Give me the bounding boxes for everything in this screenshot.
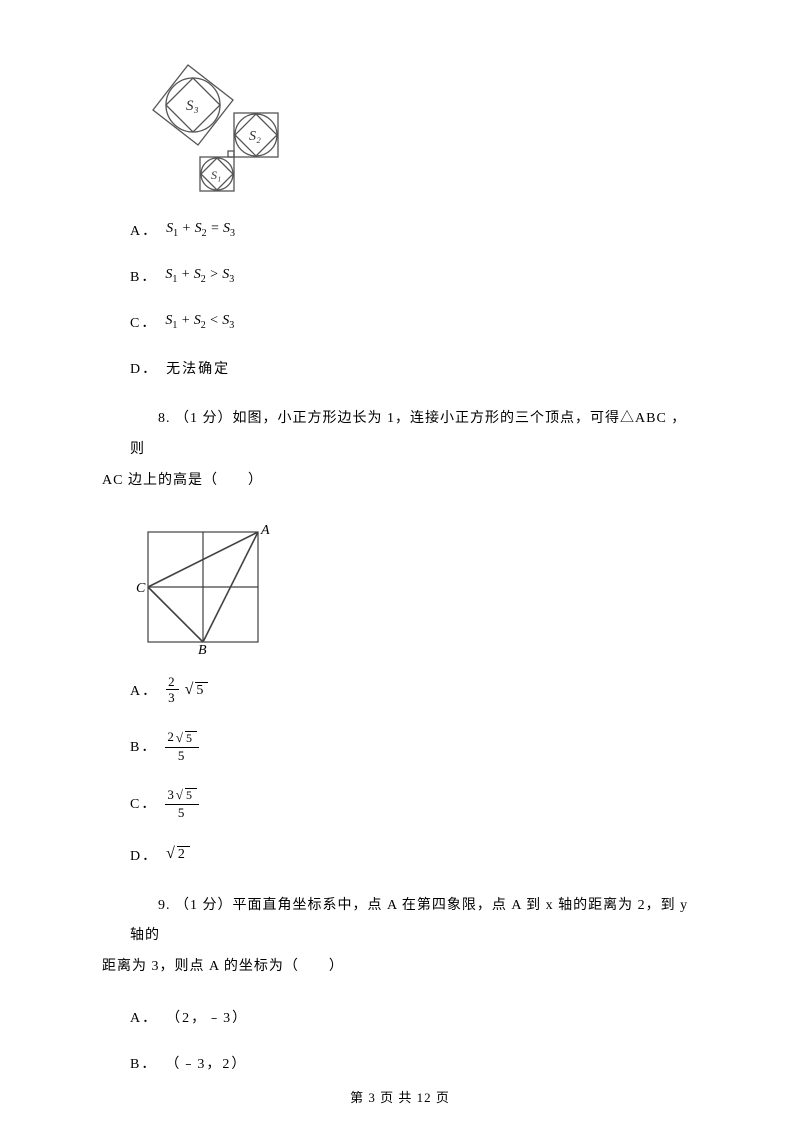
option-text: （﹣3，2） <box>165 1053 247 1073</box>
q9-option-a: A． （2，﹣3） <box>130 1007 700 1027</box>
q8-option-c: C． 3√5 5 <box>130 788 700 819</box>
option-label: C． <box>130 312 157 332</box>
page-content: S₃ S₂ S₁ A． S1 + S2 = S3 B． S1 + S2 > S3 <box>0 0 800 1139</box>
option-label: D． <box>130 845 158 865</box>
option-label: B． <box>130 736 157 756</box>
option-text: （2，﹣3） <box>166 1007 248 1027</box>
fraction: 3√5 5 <box>165 788 199 819</box>
q8-points: （1 分） <box>175 411 233 426</box>
q7-option-b: B． S1 + S2 > S3 <box>130 266 700 286</box>
q8-option-b: B． 2√5 5 <box>130 730 700 761</box>
q9-text2: 距离为 3，则点 A 的坐标为（ ） <box>102 952 344 983</box>
figure-q8-svg: A C B <box>130 520 280 655</box>
figure-q7: S₃ S₂ S₁ <box>130 60 700 200</box>
q8-text2: AC 边上的高是（ ） <box>102 466 263 497</box>
q8-number: 8. <box>158 411 175 426</box>
sqrt: √5 <box>185 682 209 698</box>
question-8: 8. （1 分）如图，小正方形边长为 1，连接小正方形的三个顶点，可得△ABC … <box>130 404 700 496</box>
label-c: C <box>136 581 146 596</box>
label-a: A <box>260 523 270 538</box>
q7-option-d: D． 无法确定 <box>130 358 700 378</box>
option-label: B． <box>130 1053 157 1073</box>
footer-text: 第 3 页 共 12 页 <box>350 1090 450 1105</box>
figure-q8: A C B <box>130 520 700 655</box>
option-label: D． <box>130 358 158 378</box>
option-expr: S1 + S2 > S3 <box>165 267 234 285</box>
q7-option-c: C． S1 + S2 < S3 <box>130 312 700 332</box>
label-s3: S₃ <box>186 98 199 114</box>
q9-number: 9. <box>158 898 175 913</box>
fraction: 2 3 <box>166 675 179 704</box>
q9-option-b: B． （﹣3，2） <box>130 1053 700 1073</box>
option-label: A． <box>130 220 158 240</box>
label-s2: S₂ <box>249 129 261 144</box>
label-b: B <box>198 643 207 655</box>
option-text: 无法确定 <box>166 358 230 378</box>
option-expr: S1 + S2 = S3 <box>166 221 235 239</box>
q7-option-a: A． S1 + S2 = S3 <box>130 220 700 240</box>
q9-points: （1 分） <box>175 898 233 913</box>
option-label: A． <box>130 1007 158 1027</box>
page-footer: 第 3 页 共 12 页 <box>0 1087 800 1106</box>
label-s1: S₁ <box>211 168 221 182</box>
figure-q7-svg: S₃ S₂ S₁ <box>130 60 300 200</box>
option-label: C． <box>130 793 157 813</box>
option-label: B． <box>130 266 157 286</box>
q8-option-d: D． √2 <box>130 845 700 865</box>
option-label: A． <box>130 680 158 700</box>
option-expr: S1 + S2 < S3 <box>165 313 234 331</box>
question-9: 9. （1 分）平面直角坐标系中，点 A 在第四象限，点 A 到 x 轴的距离为… <box>130 891 700 983</box>
sqrt: √2 <box>166 846 190 862</box>
q8-option-a: A． 2 3 √5 <box>130 675 700 704</box>
fraction: 2√5 5 <box>165 730 199 761</box>
